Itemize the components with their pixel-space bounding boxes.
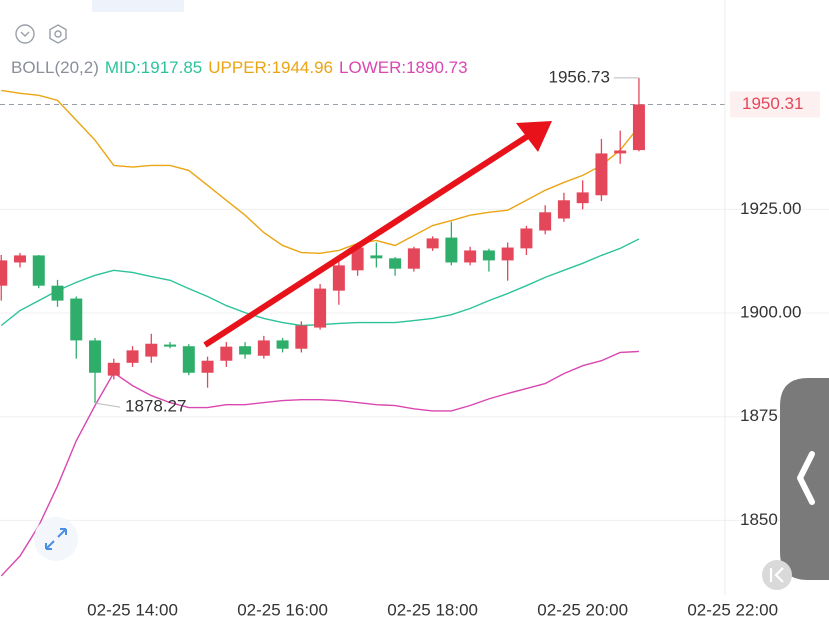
candle-body — [201, 360, 214, 373]
candle-body — [51, 285, 64, 301]
legend-value: 1944.96 — [272, 58, 333, 77]
candle-body — [164, 344, 177, 347]
top-tab[interactable] — [92, 0, 184, 12]
candle-body — [482, 250, 495, 261]
price-tag-bg — [730, 91, 820, 118]
settings-icon — [54, 30, 62, 38]
candle-body — [276, 340, 289, 349]
trend-arrow — [203, 121, 552, 348]
candle-body — [407, 248, 420, 269]
legend-separator: : — [401, 58, 406, 77]
candle-body — [576, 192, 589, 204]
legend-name: LOWER — [339, 58, 401, 77]
candle-body — [314, 288, 327, 328]
candle-body — [351, 247, 364, 271]
y-tick-label: 1900.00 — [740, 303, 801, 322]
y-tick-label: 1875 — [740, 406, 778, 425]
candle-body — [32, 255, 45, 286]
candle-body — [539, 212, 552, 231]
reset-button[interactable] — [762, 560, 792, 590]
expand-button[interactable] — [34, 517, 78, 561]
legend-value: 1917.85 — [141, 58, 202, 77]
candle-body — [239, 346, 252, 355]
low-label: 1878.27 — [125, 397, 186, 416]
candle-body — [520, 228, 533, 249]
settings-icon[interactable] — [49, 24, 67, 44]
candle-body — [632, 104, 645, 151]
candle-body — [145, 343, 158, 357]
legend-separator: : — [267, 58, 272, 77]
candle-body — [70, 298, 83, 341]
legend-separator: : — [136, 58, 141, 77]
candle-body — [220, 346, 233, 361]
band-line — [1, 89, 640, 255]
candle-body — [464, 250, 477, 263]
legend-value: 1890.73 — [406, 58, 467, 77]
candle-body — [595, 153, 608, 196]
high-label: 1956.73 — [548, 67, 609, 86]
x-tick-label: 02-25 14:00 — [87, 600, 178, 619]
candle-body — [295, 325, 308, 349]
y-tick-label: 1850 — [740, 510, 778, 529]
side-handle[interactable] — [780, 378, 829, 580]
x-tick-label: 02-25 20:00 — [537, 600, 628, 619]
candle-body — [182, 346, 195, 373]
y-tick-label: 1925.00 — [740, 199, 801, 218]
candle-body — [501, 247, 514, 261]
candle-body — [14, 255, 27, 263]
collapse-icon — [20, 31, 30, 37]
candle-body — [89, 340, 102, 373]
candle-body — [614, 150, 627, 154]
candle-body — [107, 362, 120, 376]
x-tick-label: 02-25 22:00 — [687, 600, 778, 619]
indicator-label: BOLL(20,2) — [11, 58, 99, 77]
legend: BOLL(20,2) MID:1917.85 UPPER:1944.96 LOWER:… — [11, 58, 468, 77]
candle-body — [389, 258, 402, 269]
legend-name: MID — [105, 58, 136, 77]
candle-body — [426, 238, 439, 249]
candle-body — [126, 350, 139, 363]
candle-body — [257, 340, 270, 356]
candle-body — [332, 265, 345, 291]
plot-area — [0, 77, 829, 577]
band-line — [0, 350, 639, 577]
candle-body — [370, 255, 383, 259]
low-marker — [94, 402, 121, 408]
candle-body — [0, 260, 8, 286]
price-tag: 1950.31 — [742, 94, 803, 113]
collapse-icon[interactable] — [15, 24, 35, 44]
candle-body — [445, 237, 458, 263]
x-tick-label: 02-25 16:00 — [237, 600, 328, 619]
x-tick-label: 02-25 18:00 — [387, 600, 478, 619]
legend-name: UPPER — [208, 58, 267, 77]
toolbar — [15, 24, 67, 44]
candle-body — [557, 200, 570, 219]
